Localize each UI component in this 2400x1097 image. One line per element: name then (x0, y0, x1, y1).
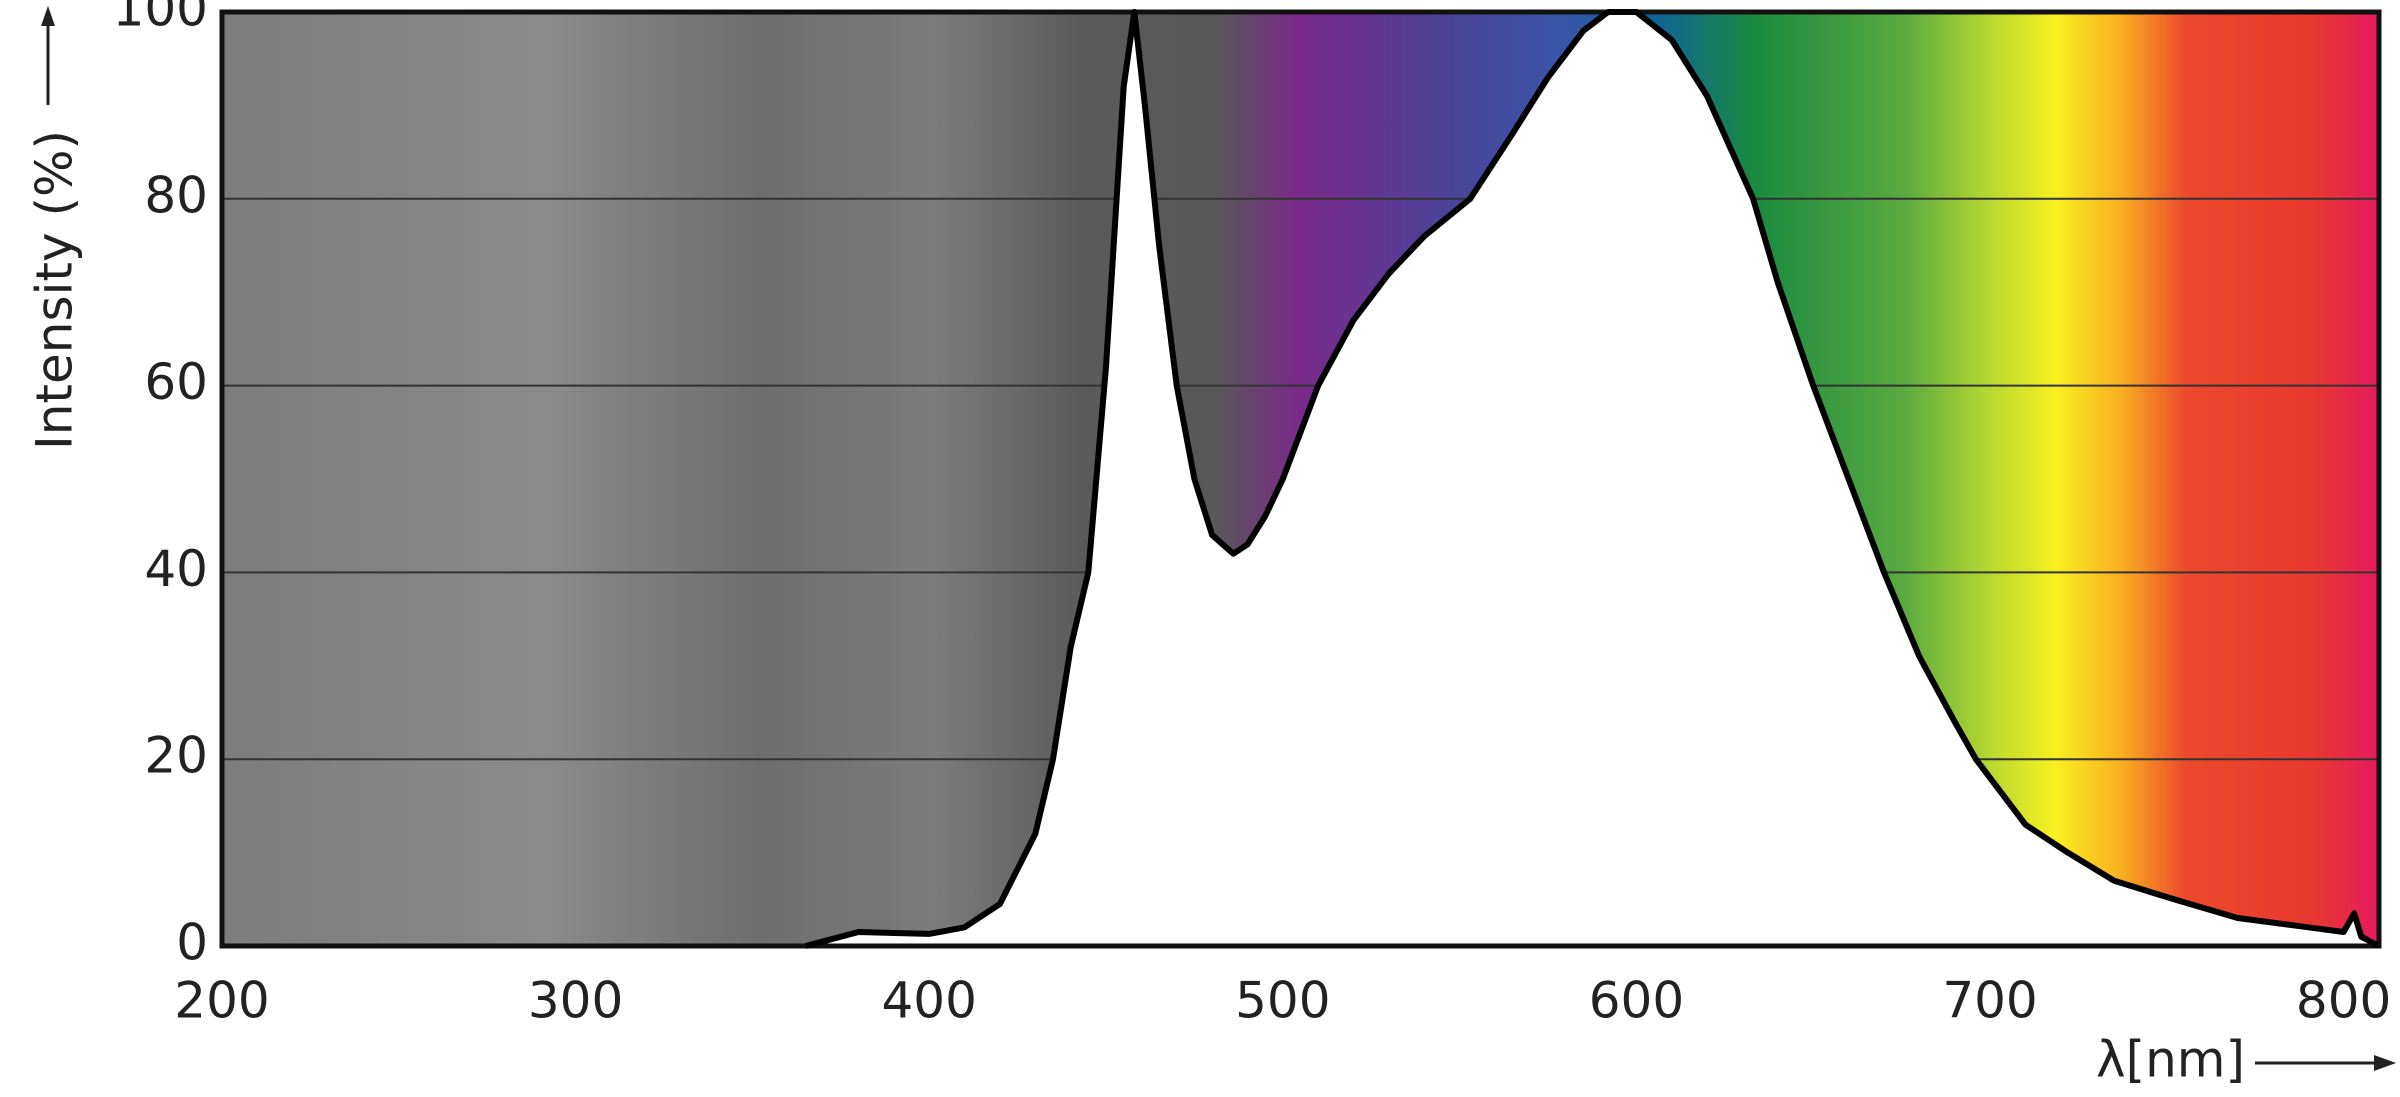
x-tick-label: 600 (1589, 972, 1684, 1030)
x-tick-label: 300 (528, 972, 623, 1030)
x-tick-label: 200 (174, 972, 269, 1030)
y-axis-label: Intensity (%) (26, 130, 84, 450)
y-tick-label: 80 (144, 166, 208, 224)
x-tick-label: 800 (2296, 972, 2391, 1030)
x-axis-label: λ[nm] (2096, 1031, 2245, 1089)
y-tick-label: 100 (113, 0, 208, 38)
spectrum-line (804, 9, 2381, 949)
y-tick-label: 0 (176, 914, 208, 972)
x-tick-label: 700 (1942, 972, 2037, 1030)
y-tick-label: 40 (144, 540, 208, 598)
area (805, 12, 2379, 946)
y-tick-label: 60 (144, 353, 208, 411)
x-tick-label: 400 (881, 972, 976, 1030)
x-arrowhead (2374, 1055, 2396, 1071)
plot (804, 9, 2381, 949)
area-under-curve (805, 12, 2379, 946)
x-tick-label: 500 (1235, 972, 1330, 1030)
y-arrowhead (41, 6, 55, 26)
y-tick-label: 20 (144, 727, 208, 785)
plot-frame (219, 9, 2382, 949)
